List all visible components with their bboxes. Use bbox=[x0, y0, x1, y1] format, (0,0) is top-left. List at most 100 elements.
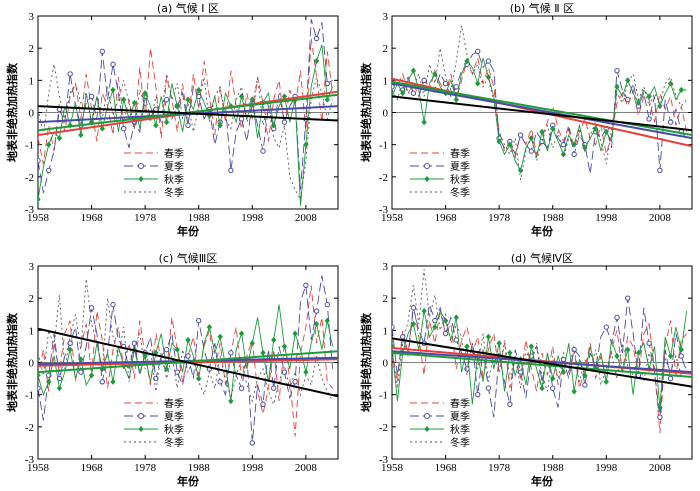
data-point bbox=[549, 375, 556, 382]
data-point bbox=[303, 368, 309, 376]
legend-marker bbox=[138, 413, 144, 419]
x-tick-label: 1978 bbox=[488, 212, 511, 224]
data-point bbox=[249, 340, 256, 347]
data-point bbox=[625, 295, 631, 301]
x-tick-label: 1988 bbox=[542, 462, 565, 474]
x-tick-label: 1998 bbox=[595, 462, 618, 474]
data-point bbox=[195, 86, 202, 94]
data-point bbox=[539, 128, 545, 135]
x-tick-label: 1968 bbox=[81, 462, 104, 474]
legend-label: 夏季 bbox=[164, 161, 184, 173]
y-tick-label: 2 bbox=[29, 293, 35, 305]
data-point bbox=[120, 96, 127, 103]
y-tick-label: -2 bbox=[379, 172, 388, 184]
x-tick-label: 1988 bbox=[542, 212, 565, 224]
data-point bbox=[131, 99, 138, 107]
y-tick-label: 1 bbox=[383, 325, 389, 337]
legend-label: 冬季 bbox=[164, 186, 184, 199]
data-point bbox=[496, 340, 502, 347]
data-point bbox=[453, 84, 459, 90]
data-point bbox=[421, 118, 427, 126]
data-point bbox=[550, 385, 556, 391]
panel-title: (a) 气候 Ⅰ 区 bbox=[157, 1, 219, 15]
data-point bbox=[399, 90, 406, 97]
data-point bbox=[474, 80, 481, 87]
series-line bbox=[38, 285, 333, 437]
data-point bbox=[667, 375, 674, 382]
x-axis-label: 年份 bbox=[177, 474, 200, 488]
data-point bbox=[270, 336, 277, 344]
legend-label: 秋季 bbox=[164, 423, 184, 436]
data-point bbox=[270, 122, 277, 129]
plot-area bbox=[38, 19, 338, 206]
y-tick-label: 1 bbox=[29, 75, 35, 87]
data-point bbox=[163, 365, 170, 373]
data-point bbox=[453, 314, 460, 321]
data-point bbox=[163, 346, 170, 353]
data-point bbox=[614, 83, 620, 90]
x-tick-label: 2008 bbox=[649, 212, 672, 224]
data-point bbox=[657, 414, 663, 420]
y-tick-label: -3 bbox=[379, 204, 389, 216]
data-point bbox=[667, 80, 674, 87]
data-point bbox=[464, 57, 470, 65]
legend-label: 秋季 bbox=[164, 173, 184, 186]
trend-line bbox=[38, 105, 338, 122]
data-point bbox=[292, 379, 298, 385]
data-point bbox=[313, 57, 320, 65]
legend-label: 夏季 bbox=[450, 161, 470, 173]
data-point bbox=[271, 385, 277, 391]
panel-title: (c) 气候Ⅲ区 bbox=[159, 251, 218, 265]
series-line bbox=[392, 269, 687, 392]
data-point bbox=[678, 86, 685, 94]
trend-line bbox=[392, 82, 692, 140]
data-point bbox=[517, 369, 524, 375]
data-point bbox=[196, 317, 202, 324]
y-axis-label: 地表非绝热加热指数 bbox=[359, 62, 373, 162]
x-tick-label: 1998 bbox=[595, 212, 618, 224]
data-point bbox=[582, 382, 588, 388]
chart-panel-1: 1958 1968 1978 1988 1998 2008 -3 -2 -1 0 1 2 3 (a) 气候… bbox=[5, 1, 339, 238]
y-tick-label: 3 bbox=[383, 261, 389, 273]
panel-title: (d) 气候Ⅳ区 bbox=[511, 251, 573, 265]
data-point bbox=[260, 349, 266, 357]
trend-line bbox=[38, 327, 338, 398]
data-point bbox=[485, 385, 492, 391]
data-point bbox=[560, 141, 567, 148]
y-tick-label: -2 bbox=[379, 422, 388, 434]
trend-line bbox=[392, 351, 692, 378]
legend-marker bbox=[424, 176, 430, 182]
data-point bbox=[195, 375, 202, 382]
y-tick-label: 2 bbox=[29, 43, 35, 55]
data-point bbox=[410, 90, 417, 96]
data-point bbox=[507, 349, 513, 357]
data-point bbox=[635, 349, 642, 357]
series-line bbox=[38, 278, 333, 406]
legend-marker bbox=[424, 426, 430, 432]
data-point bbox=[603, 378, 610, 385]
data-point bbox=[313, 320, 320, 328]
plot-area bbox=[38, 275, 338, 446]
data-point bbox=[88, 305, 95, 311]
data-point bbox=[185, 336, 191, 344]
data-point bbox=[142, 90, 148, 97]
data-point bbox=[646, 93, 652, 100]
trend-line bbox=[392, 337, 692, 388]
y-tick-label: 0 bbox=[29, 358, 35, 370]
x-tick-label: 1958 bbox=[381, 212, 404, 224]
data-point bbox=[657, 102, 663, 110]
data-point bbox=[38, 385, 41, 391]
data-point bbox=[614, 314, 620, 321]
data-point bbox=[603, 324, 609, 330]
y-tick-label: 3 bbox=[383, 11, 389, 23]
x-axis-label: 年份 bbox=[531, 224, 554, 238]
data-point bbox=[110, 86, 116, 94]
y-axis-label: 地表非绝热加热指数 bbox=[5, 62, 19, 162]
data-point bbox=[625, 96, 631, 103]
data-point bbox=[163, 118, 170, 126]
legend-marker bbox=[424, 163, 430, 169]
data-point bbox=[421, 77, 427, 84]
data-point bbox=[453, 96, 460, 103]
data-point bbox=[249, 440, 255, 446]
